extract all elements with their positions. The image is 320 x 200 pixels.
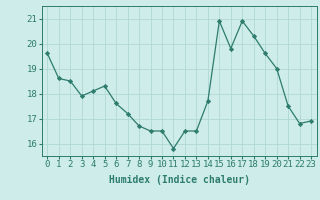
- X-axis label: Humidex (Indice chaleur): Humidex (Indice chaleur): [109, 175, 250, 185]
